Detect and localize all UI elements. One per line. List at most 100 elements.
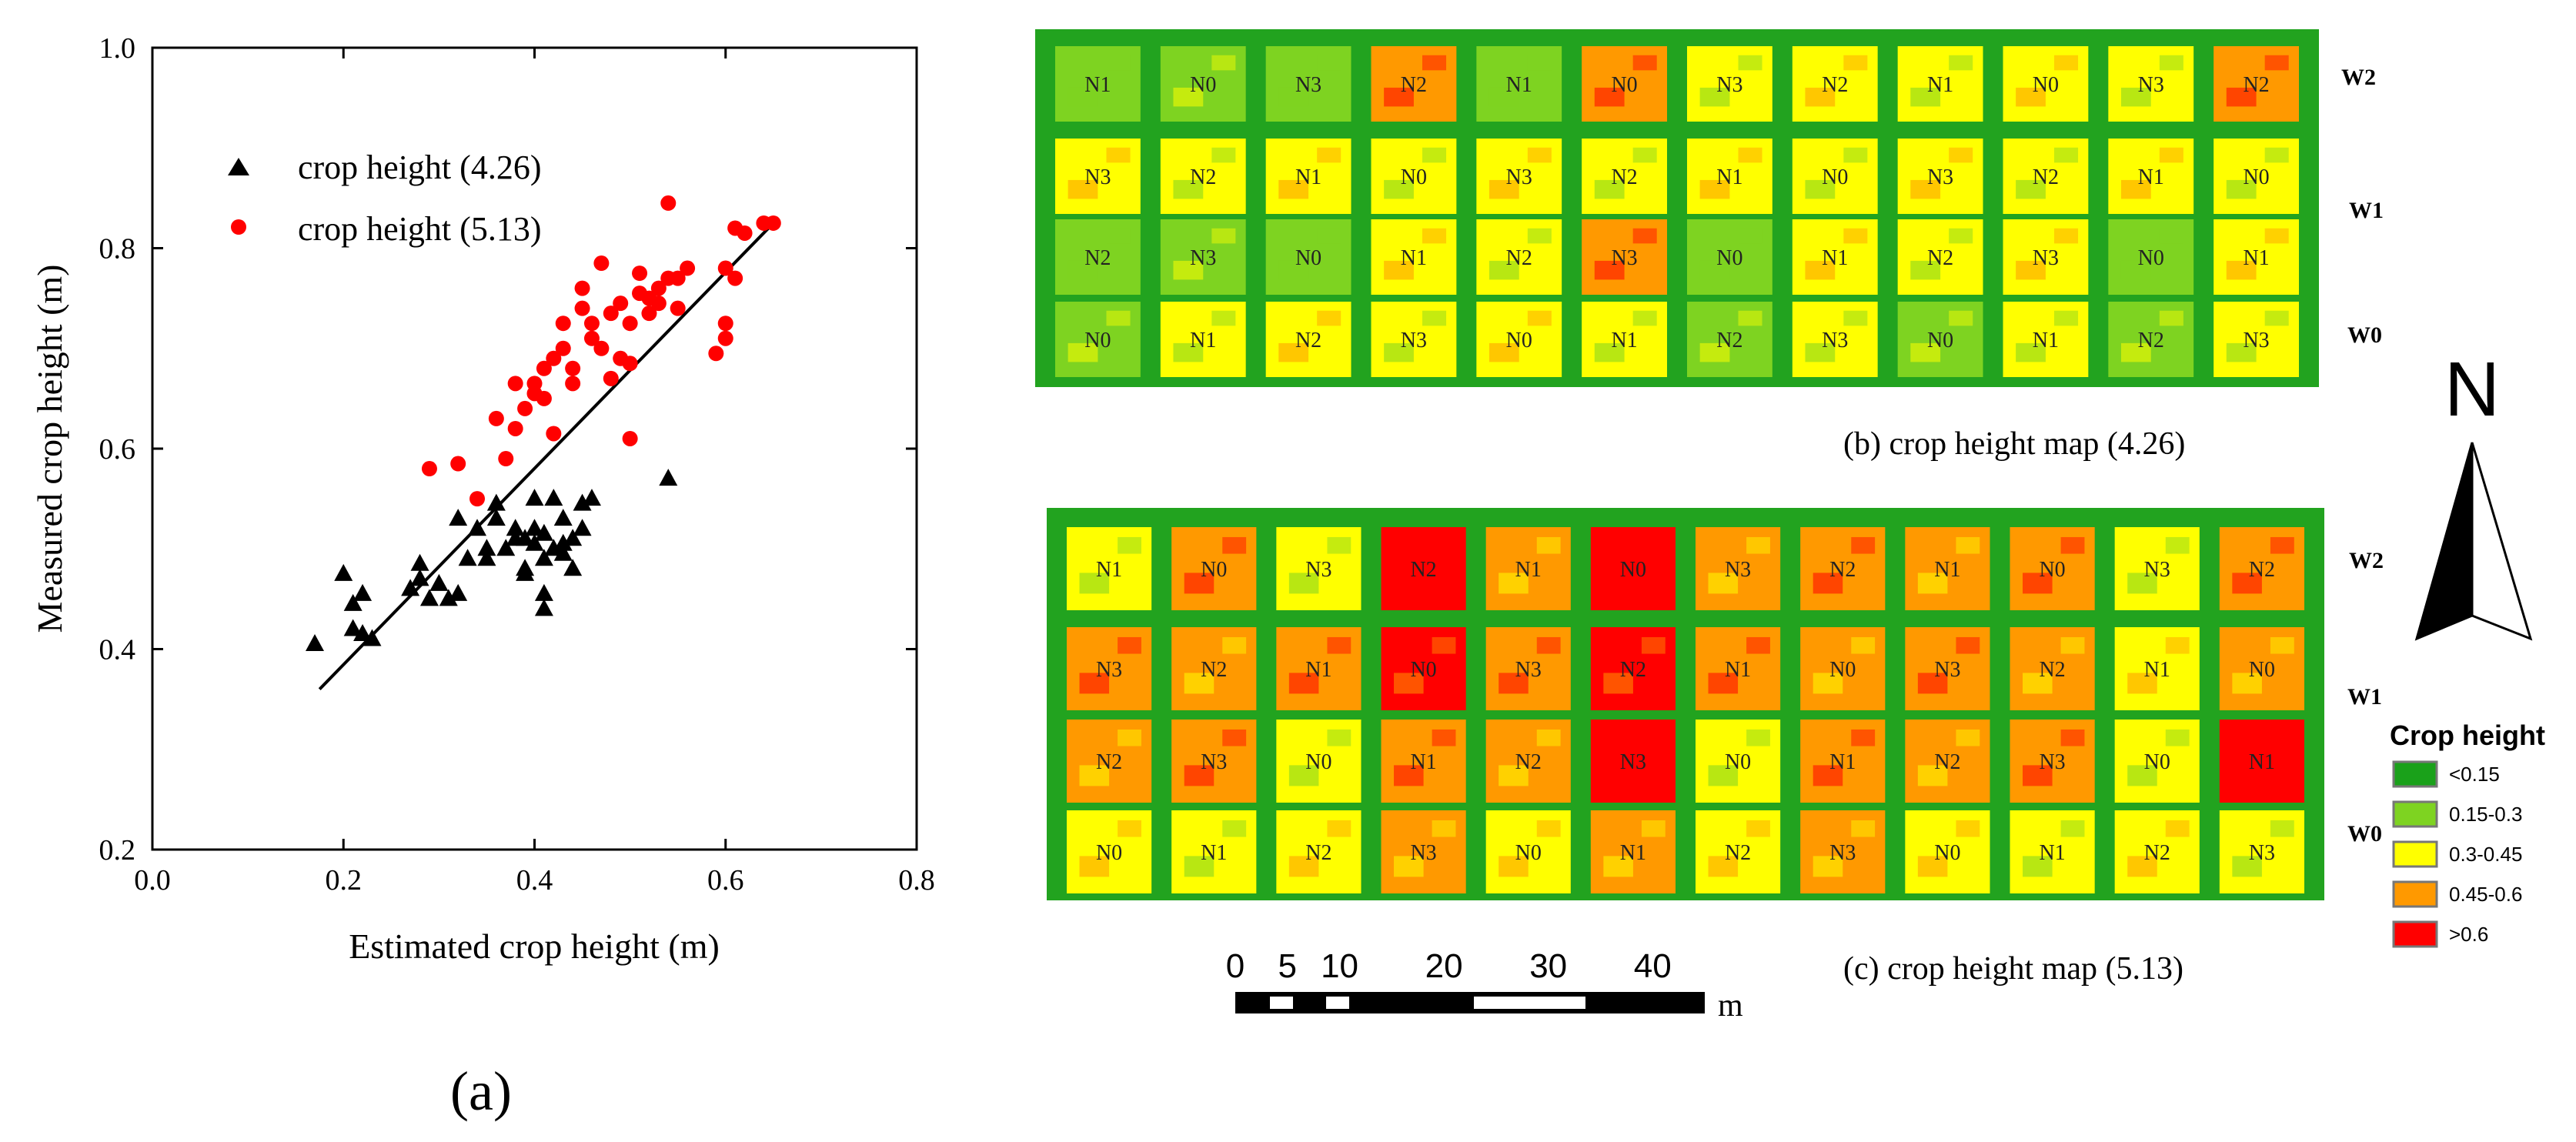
y-tick-label: 0.6 <box>99 433 136 466</box>
map-plot-label: N3 <box>1515 658 1542 682</box>
data-point-triangle <box>486 493 506 511</box>
map-plot-cell <box>1582 219 1667 295</box>
map-plot-patch <box>1910 342 1941 362</box>
map-plot-cell <box>1582 302 1667 377</box>
map-plot-patch <box>1278 342 1309 362</box>
map-plot-label: N3 <box>2138 73 2164 97</box>
x-tick-label: 0.8 <box>898 864 935 897</box>
map-plot-label: N2 <box>2249 558 2275 582</box>
data-point-triangle <box>659 469 678 486</box>
map-plot-label: N3 <box>1096 658 1122 682</box>
map-plot-label: N1 <box>2243 246 2269 270</box>
map-plot-cell <box>1590 627 1676 710</box>
map-plot-cell <box>1792 302 1878 377</box>
map-plot-label: N1 <box>1934 558 1960 582</box>
map-plot-cell <box>1171 720 1257 803</box>
legend-class-label: >0.6 <box>2449 923 2488 946</box>
map-plot-cell <box>2114 720 2200 803</box>
map-plot-patch <box>2060 820 2085 837</box>
map-plot-patch <box>1278 87 1309 107</box>
map-plot-patch <box>1594 260 1625 280</box>
map-plot-cell <box>2219 810 2304 893</box>
map-plot-patch <box>1488 260 1519 280</box>
map-plot-patch <box>2264 310 2289 326</box>
map-plot-patch <box>1184 673 1214 694</box>
regression-line <box>318 222 775 690</box>
legend-swatch <box>2392 760 2438 788</box>
map-plot-label: N3 <box>1822 329 1848 352</box>
data-point-circle <box>632 265 648 282</box>
map-plot-cell <box>1897 46 1983 122</box>
map-plot-label: N3 <box>2243 329 2269 352</box>
map-plot-cell <box>1371 302 1457 377</box>
map-plot-patch <box>1118 820 1141 837</box>
map-plot-label: N1 <box>1716 165 1742 189</box>
map-plot-patch <box>2016 342 2046 362</box>
data-point-circle <box>555 316 571 332</box>
scale-tick-label: 40 <box>1634 947 1672 985</box>
map-plot-patch <box>1288 573 1319 594</box>
data-point-triangle <box>353 623 373 641</box>
data-point-triangle <box>553 543 573 561</box>
map-plot-patch <box>1384 87 1414 107</box>
map-plot-patch <box>1184 765 1214 786</box>
legend-title: Crop height <box>2390 720 2545 751</box>
map-plot-patch <box>2165 636 2190 654</box>
data-point-circle <box>765 215 781 231</box>
map-plot-patch <box>1106 147 1131 163</box>
map-plot-patch <box>1917 573 1948 594</box>
map-plot-cell <box>2219 720 2304 803</box>
map-plot-label: N1 <box>1096 558 1122 582</box>
map-plot-patch <box>1536 536 1561 554</box>
map-plot-patch <box>1432 820 1456 837</box>
map-plot-cell <box>2213 302 2299 377</box>
map-plot-cell <box>1485 627 1571 710</box>
data-point-circle <box>488 410 504 426</box>
data-point-circle <box>622 316 638 332</box>
map-plot-label: N3 <box>1927 165 1953 189</box>
map-plot-cell <box>1485 810 1571 893</box>
map-plot-patch <box>1594 179 1625 199</box>
data-point-triangle <box>343 593 363 611</box>
data-point-circle <box>469 491 486 507</box>
map-plot-patch <box>1184 573 1214 594</box>
map-plot-patch <box>1498 765 1529 786</box>
map-plot-label: N2 <box>2144 841 2170 865</box>
map-plot-patch <box>2120 87 2151 107</box>
map-plot-patch <box>1603 673 1633 694</box>
map-plot-cell <box>1905 627 1990 710</box>
map-plot-label: N0 <box>1716 246 1742 270</box>
map-plot-patch <box>1594 342 1625 362</box>
map-plot-patch <box>1632 55 1657 71</box>
map-plot-patch <box>1288 673 1319 694</box>
data-point-circle <box>622 356 638 372</box>
map-plot-patch <box>1211 55 1236 71</box>
map-plot-patch <box>1327 820 1351 837</box>
map-plot-cell <box>2114 527 2200 610</box>
map-plot-patch <box>1288 856 1319 877</box>
map-plot-patch <box>2232 765 2262 786</box>
map-plot-patch <box>1738 310 1762 326</box>
map-plot-patch <box>1118 729 1141 746</box>
map-plot-patch <box>1432 636 1456 654</box>
map-plot-patch <box>2264 147 2289 163</box>
map-plot-cell <box>1265 219 1351 295</box>
map-caption-b: (b) crop height map (4.26) <box>1843 426 2185 462</box>
map-plot-patch <box>1699 342 1730 362</box>
map-plot-label: N3 <box>1401 329 1427 352</box>
map-plot-cell <box>1381 810 1466 893</box>
data-point-circle <box>507 420 523 436</box>
map-plot-label: N2 <box>1927 246 1953 270</box>
map-plot-patch <box>1949 55 1973 71</box>
data-point-triangle <box>410 553 429 571</box>
map-plot-patch <box>1432 536 1456 554</box>
map-plot-cell <box>2213 219 2299 295</box>
map-plot-patch <box>1317 310 1341 326</box>
map-plot-patch <box>1488 179 1519 199</box>
map-plot-label: N1 <box>1410 750 1436 774</box>
map-plot-patch <box>1106 228 1131 244</box>
data-point-triangle <box>334 563 353 581</box>
map-plot-patch <box>2060 729 2085 746</box>
map-plot-cell <box>1687 46 1772 122</box>
map-plot-patch <box>1699 179 1730 199</box>
